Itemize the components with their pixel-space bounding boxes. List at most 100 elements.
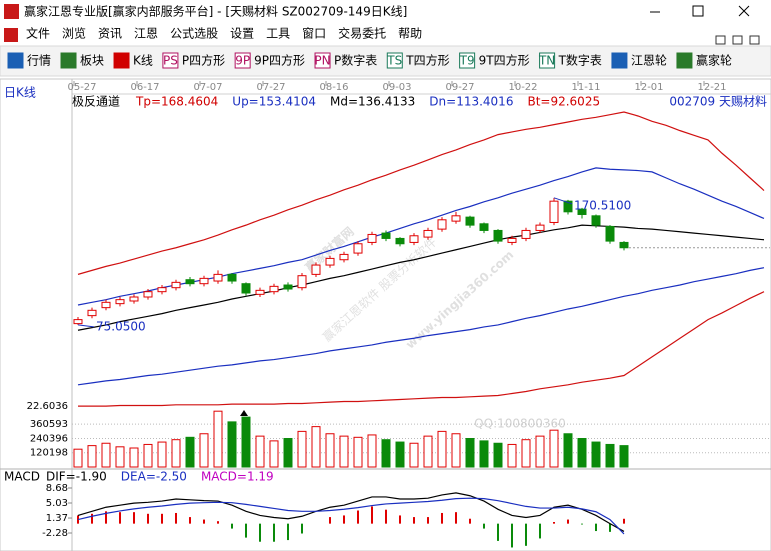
period-label: 日K线 bbox=[4, 86, 36, 100]
candle-body bbox=[199, 277, 209, 285]
candle-body bbox=[101, 301, 111, 309]
toolbar-button[interactable]: K线 bbox=[113, 52, 153, 69]
candle-body bbox=[521, 229, 531, 239]
menu-item[interactable]: 设置 bbox=[230, 27, 254, 41]
candle-body bbox=[605, 225, 615, 242]
candle-body bbox=[409, 235, 419, 243]
volume-bar bbox=[577, 438, 587, 468]
volume-bar bbox=[171, 439, 181, 468]
candle-body bbox=[87, 309, 97, 317]
candle-body bbox=[423, 229, 433, 238]
candle-body bbox=[255, 289, 265, 295]
volume-bar bbox=[451, 433, 461, 468]
menu-item[interactable]: 资讯 bbox=[98, 27, 122, 41]
toolbar-button[interactable]: 行情 bbox=[7, 52, 51, 69]
candle-body bbox=[535, 224, 545, 231]
menu-item[interactable]: 江恩 bbox=[134, 27, 158, 41]
toolbar-label: 9T四方形 bbox=[479, 53, 530, 68]
panel-title: MACD bbox=[4, 470, 40, 484]
menu-item[interactable]: 窗口 bbox=[302, 27, 326, 41]
toolbar-icon bbox=[7, 52, 24, 69]
x-tick-label: 06-17 bbox=[130, 82, 159, 93]
macd-line bbox=[77, 497, 625, 535]
annotation-line bbox=[77, 324, 95, 328]
toolbar-button[interactable]: 赢家轮 bbox=[676, 52, 732, 69]
candle-body bbox=[143, 291, 153, 298]
menu-item[interactable]: 文件 bbox=[26, 26, 50, 41]
volume-bar bbox=[157, 441, 167, 468]
y-tick-label: 360593 bbox=[30, 419, 68, 430]
toolbar-button[interactable]: TN T数字表 bbox=[538, 52, 602, 69]
toolbar-icon bbox=[386, 52, 403, 69]
candle-body bbox=[325, 257, 335, 266]
candle-body bbox=[493, 229, 503, 242]
toolbar-icon bbox=[459, 52, 476, 69]
toolbar-icon bbox=[60, 52, 77, 69]
candle-body bbox=[451, 215, 461, 222]
toolbar-icon bbox=[113, 52, 130, 69]
x-tick-label: 11-11 bbox=[571, 82, 600, 93]
volume-bar bbox=[199, 433, 209, 468]
x-tick-label: 08-16 bbox=[319, 82, 348, 93]
volume-bar bbox=[619, 445, 629, 468]
candle-body bbox=[185, 279, 195, 285]
indicator-name: 极反通道 bbox=[72, 95, 120, 109]
toolbar-label: 行情 bbox=[27, 54, 51, 68]
close-button[interactable] bbox=[738, 5, 750, 17]
menu-item[interactable]: 公式选股 bbox=[170, 27, 218, 41]
volume-bar bbox=[521, 439, 531, 468]
menu-item[interactable]: 交易委托 bbox=[338, 26, 386, 41]
y-tick-label: -2.28 bbox=[42, 528, 68, 539]
candle-body bbox=[157, 287, 167, 293]
macd-value: DIF=-1.90 bbox=[46, 470, 107, 484]
toolbar-label: P四方形 bbox=[182, 53, 225, 68]
x-tick-label: 10-22 bbox=[508, 82, 537, 93]
candle-body bbox=[339, 253, 349, 261]
volume-bar bbox=[409, 442, 419, 468]
candle-body bbox=[73, 319, 83, 325]
x-tick-label: 05-27 bbox=[67, 82, 96, 93]
toolbar-button[interactable]: 板块 bbox=[60, 52, 104, 69]
volume-bar bbox=[353, 436, 363, 468]
indicator-value: Tp=168.4604 bbox=[135, 95, 218, 109]
child-close[interactable] bbox=[749, 35, 760, 45]
child-restore[interactable] bbox=[732, 35, 743, 45]
volume-bar bbox=[437, 430, 447, 468]
candle-body bbox=[577, 208, 587, 215]
volume-bar bbox=[395, 441, 405, 468]
toolbar-button[interactable]: PN P数字表 bbox=[314, 52, 377, 69]
toolbar-label: 板块 bbox=[80, 54, 104, 68]
menu: 文件 浏览 资讯 江恩 公式选股 设置 工具 窗口 交易委托 帮助 bbox=[26, 26, 422, 41]
macd-value: DEA=-2.50 bbox=[121, 470, 187, 484]
toolbar-icon-text: 9P bbox=[235, 54, 250, 68]
maximize-button[interactable] bbox=[692, 5, 704, 17]
macd-line bbox=[77, 492, 625, 532]
annotation: 75.0500 bbox=[96, 319, 146, 333]
channel-line bbox=[77, 111, 765, 275]
toolbar-button[interactable]: T9 9T四方形 bbox=[459, 52, 530, 69]
volume-bar bbox=[507, 443, 517, 468]
menu-item[interactable]: 浏览 bbox=[62, 26, 86, 41]
toolbar-label: P数字表 bbox=[334, 53, 377, 68]
candle-body bbox=[563, 200, 573, 213]
volume-bar bbox=[339, 435, 349, 468]
toolbar-button[interactable]: PS P四方形 bbox=[162, 52, 225, 69]
toolbar-icon-text: PS bbox=[163, 54, 178, 68]
candle-body bbox=[171, 281, 181, 289]
indicator-value: Dn=113.4016 bbox=[429, 95, 513, 109]
toolbar-button[interactable]: 9P 9P四方形 bbox=[234, 52, 305, 69]
candle-body bbox=[367, 233, 377, 243]
volume-bar bbox=[241, 416, 251, 468]
volume-bar bbox=[479, 440, 489, 468]
volume-bar bbox=[283, 438, 293, 468]
menu-item[interactable]: 帮助 bbox=[398, 27, 422, 41]
menu-item[interactable]: 工具 bbox=[266, 27, 290, 41]
chart-area bbox=[0, 78, 771, 551]
y-tick-label: 5.03 bbox=[46, 498, 68, 509]
toolbar-button[interactable]: 江恩轮 bbox=[611, 52, 667, 69]
child-minimize[interactable] bbox=[715, 35, 726, 45]
y-tick-label: 240396 bbox=[30, 433, 68, 444]
volume-bar bbox=[101, 442, 111, 468]
candle-body bbox=[129, 296, 139, 302]
toolbar-button[interactable]: TS T四方形 bbox=[386, 52, 450, 69]
